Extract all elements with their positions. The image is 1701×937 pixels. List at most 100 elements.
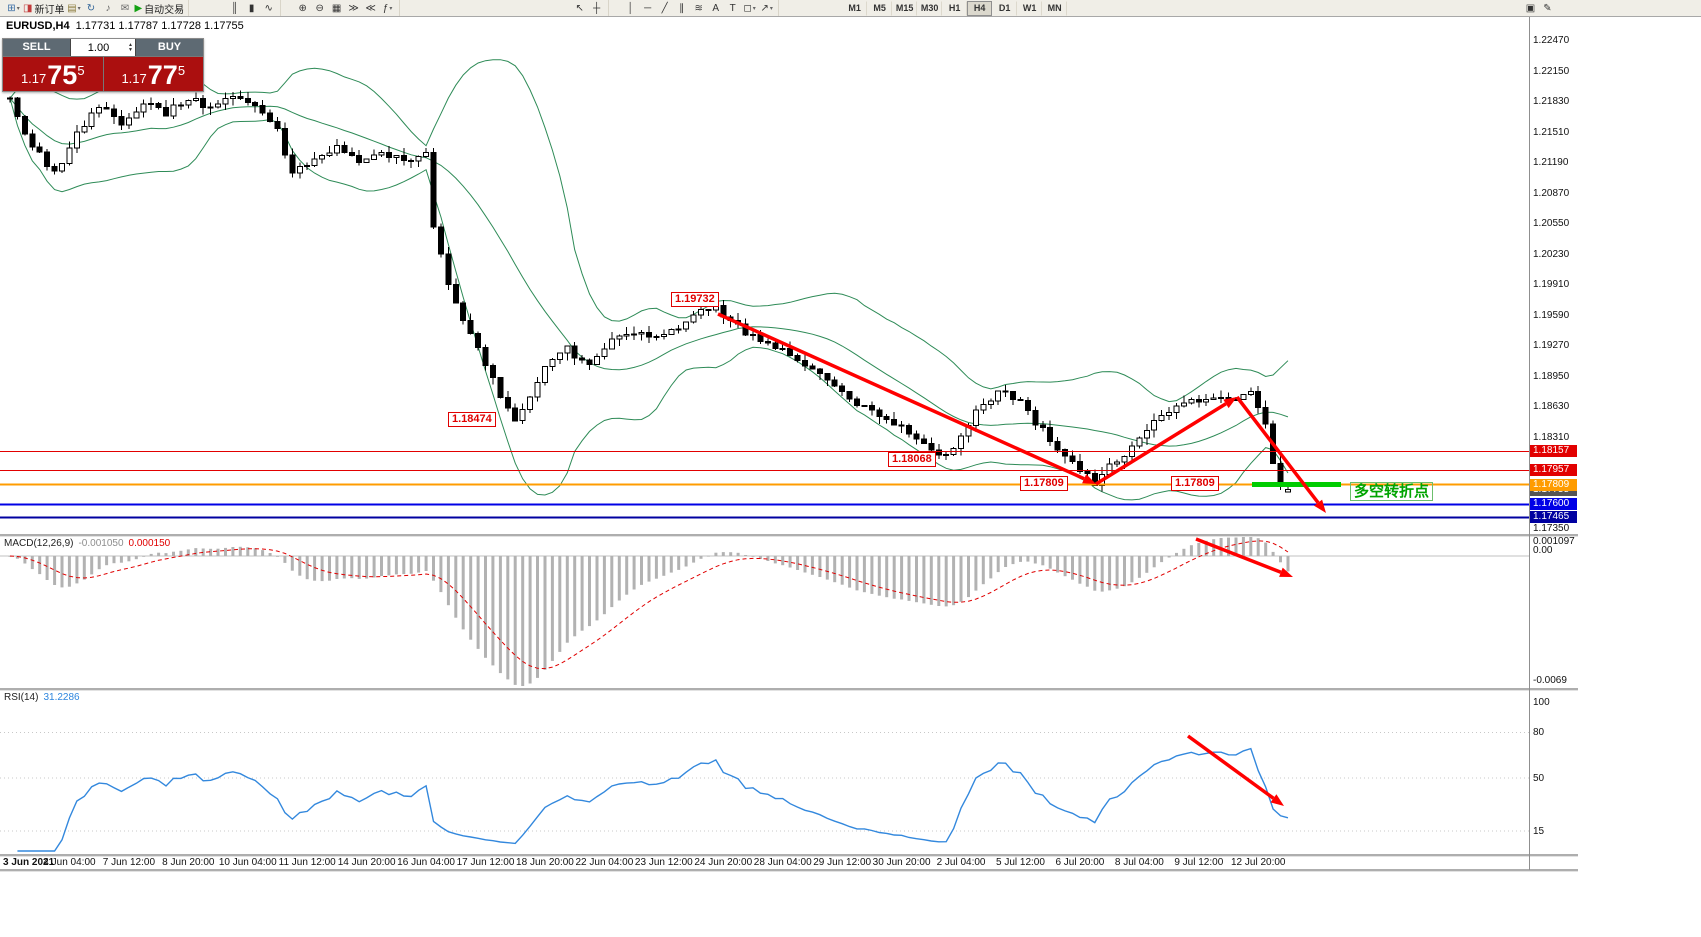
macd-panel-canvas[interactable]: [0, 536, 1529, 688]
price-level-label[interactable]: 1.17809: [1171, 476, 1219, 491]
autotrade-button[interactable]: ▶ 自动交易: [133, 1, 185, 16]
auto-scroll-icon[interactable]: ≫: [345, 1, 362, 15]
zoom-out-icon[interactable]: ⊖: [311, 1, 328, 15]
spin-down-icon[interactable]: ▼: [128, 46, 133, 53]
macd-histogram-bar: [803, 556, 807, 573]
candle-body: [1285, 489, 1291, 493]
line-chart-icon[interactable]: ∿: [260, 1, 277, 15]
trendline-icon[interactable]: ╱: [656, 1, 673, 15]
candle-body: [898, 424, 905, 427]
buy-button[interactable]: BUY: [136, 39, 203, 56]
rsi-line: [17, 747, 1289, 852]
macd-histogram-bar: [350, 556, 354, 579]
macd-indicator-label: MACD(12,26,9) -0.001050 0.000150: [4, 538, 170, 549]
dropdown-arrow-icon[interactable]: ▾: [769, 5, 773, 12]
timeframe-button-w1[interactable]: W1: [1017, 0, 1043, 16]
timeframe-button-d1[interactable]: D1: [992, 0, 1018, 16]
buy-price-panel[interactable]: 1.17 77 5: [103, 57, 203, 91]
trend-arrow-head: [1082, 474, 1096, 484]
candle-body: [616, 335, 623, 340]
timeframe-button-m1[interactable]: M1: [842, 0, 868, 16]
candle-body: [1069, 455, 1076, 463]
timeframe-button-h4[interactable]: H4: [967, 0, 993, 16]
price-level-label[interactable]: 1.18068: [888, 452, 936, 467]
candle-body: [512, 407, 519, 422]
label-icon[interactable]: T: [724, 1, 741, 15]
mailbox-icon[interactable]: ✉: [116, 1, 133, 15]
macd-histogram-bar: [699, 556, 703, 559]
panel-separator-rsi[interactable]: [0, 688, 1578, 691]
cursor-icon[interactable]: ↖: [571, 1, 588, 15]
shapes-icon[interactable]: ◻ ▾: [741, 1, 758, 15]
candle-body: [252, 102, 259, 107]
new-chart-icon[interactable]: ⊞ ▾: [5, 1, 22, 15]
crosshair-icon[interactable]: ┼: [588, 1, 605, 15]
timeframe-button-m15[interactable]: M15: [892, 0, 918, 16]
candle-body: [44, 151, 51, 167]
dropdown-arrow-icon[interactable]: ▾: [389, 5, 393, 12]
trend-arrow[interactable]: [717, 312, 1085, 481]
panel-separator-macd[interactable]: [0, 534, 1578, 537]
candlestick-chart-icon[interactable]: ▮: [243, 1, 260, 15]
properties-icon[interactable]: ✎: [1543, 2, 1552, 14]
candle-body: [363, 158, 370, 164]
timeframe-button-m30[interactable]: M30: [917, 0, 943, 16]
macd-histogram-bar: [97, 556, 101, 570]
macd-histogram-bar: [684, 556, 688, 567]
zoom-in-icon[interactable]: ⊕: [294, 1, 311, 15]
horizontal-line-icon[interactable]: ─: [639, 1, 656, 15]
alerts-icon[interactable]: ♪: [99, 1, 116, 15]
dropdown-arrow-icon[interactable]: ▾: [77, 5, 81, 12]
candle-body: [980, 404, 987, 411]
indicators-icon[interactable]: ƒ ▾: [379, 1, 396, 15]
rsi-panel-canvas[interactable]: [0, 690, 1529, 854]
macd-histogram-bar: [751, 556, 755, 557]
price-level-label[interactable]: 1.18474: [448, 412, 496, 427]
sell-button[interactable]: SELL: [3, 39, 70, 56]
trend-arrow[interactable]: [1235, 395, 1320, 504]
text-icon[interactable]: A: [707, 1, 724, 15]
candlestick-chart-icon: ▮: [248, 2, 255, 14]
bar-chart-icon[interactable]: ║: [226, 1, 243, 15]
spin-up-icon[interactable]: ▲: [128, 41, 133, 48]
cursor-icon: ↖: [575, 2, 584, 14]
candle-body: [772, 342, 779, 349]
candle-body: [445, 253, 452, 285]
volume-field[interactable]: 1.00 ▲ ▼: [70, 39, 136, 56]
chart-shift-icon[interactable]: ≪: [362, 1, 379, 15]
macd-histogram-bar: [201, 548, 205, 556]
chart-profiles-icon[interactable]: ▤ ▾: [65, 1, 82, 15]
macd-histogram-bar: [186, 549, 190, 556]
trend-arrow[interactable]: [1195, 537, 1282, 574]
candle-body: [972, 409, 979, 426]
fullscreen-icon[interactable]: ▣: [1525, 2, 1536, 14]
dropdown-arrow-icon[interactable]: ▾: [16, 5, 20, 12]
macd-histogram-bar: [335, 556, 339, 579]
candle-body: [118, 116, 125, 126]
candle-body: [675, 328, 682, 331]
trend-arrow[interactable]: [1186, 734, 1275, 800]
sell-price-panel[interactable]: 1.17 75 5: [3, 57, 103, 91]
price-level-label[interactable]: 1.19732: [671, 292, 719, 307]
timeframe-button-h1[interactable]: H1: [942, 0, 968, 16]
fibonacci-icon[interactable]: ≋: [690, 1, 707, 15]
vertical-line-icon[interactable]: │: [622, 1, 639, 15]
new-order-button[interactable]: ◨ 新订单: [22, 1, 65, 16]
arrows-icon[interactable]: ↗ ▾: [758, 1, 775, 15]
turning-point-annotation[interactable]: 多空转折点: [1350, 482, 1434, 501]
dropdown-arrow-icon[interactable]: ▾: [752, 5, 756, 12]
macd-histogram-bar: [172, 551, 175, 556]
macd-histogram-bar: [380, 556, 383, 576]
trend-arrow[interactable]: [1095, 402, 1227, 486]
main-chart-canvas[interactable]: [0, 17, 1529, 534]
timeframe-button-m5[interactable]: M5: [867, 0, 893, 16]
toolbar-group-draw: │ ─ ╱ ∥ ≋ A T ◻ ▾ ↗ ▾: [619, 0, 780, 16]
price-level-label[interactable]: 1.17809: [1020, 476, 1068, 491]
refresh-icon[interactable]: ↻: [82, 1, 99, 15]
macd-histogram-bar: [543, 556, 547, 670]
bollinger-lower-band: [9, 98, 1289, 501]
volume-spinner[interactable]: ▲ ▼: [126, 41, 135, 53]
timeframe-button-mn[interactable]: MN: [1042, 0, 1068, 16]
tile-windows-icon[interactable]: ▦: [328, 1, 345, 15]
channel-icon[interactable]: ∥: [673, 1, 690, 15]
